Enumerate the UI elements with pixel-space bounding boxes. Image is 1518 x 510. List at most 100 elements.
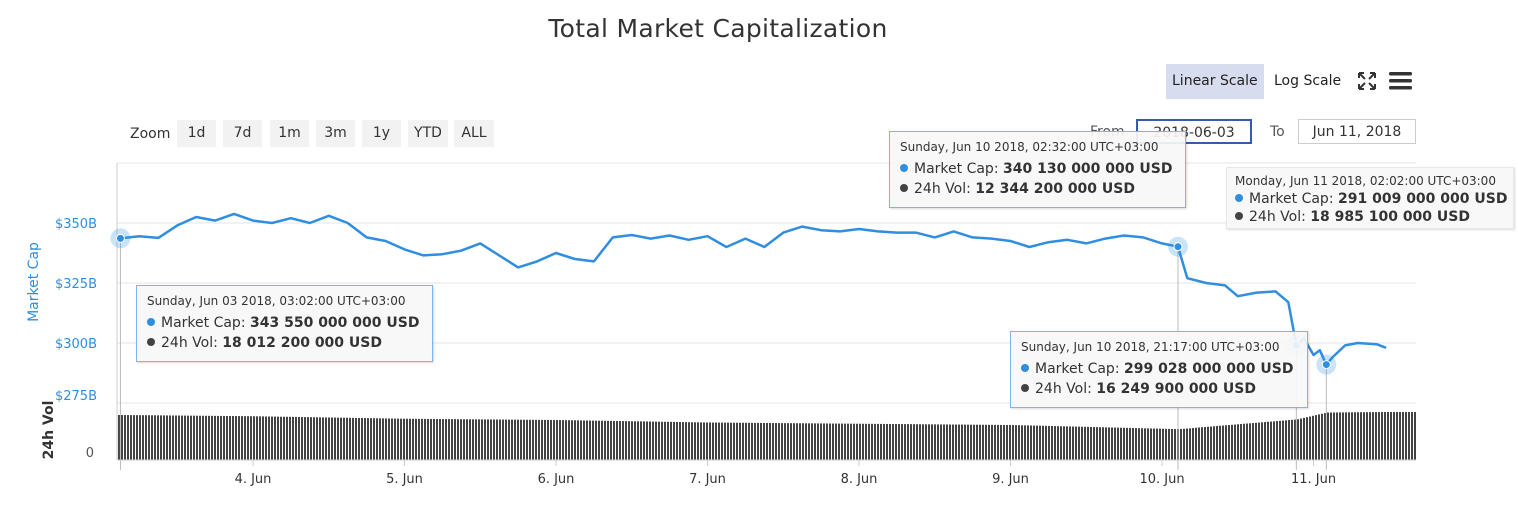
volume-bar [910,424,912,460]
volume-bar [1411,412,1413,460]
volume-bar [1012,425,1014,460]
volume-bar [454,419,456,460]
volume-bar [439,419,441,460]
volume-bar [1213,426,1215,460]
volume-bar [1003,424,1005,460]
volume-bar [706,422,708,460]
volume-bar [214,415,216,460]
volume-bar [208,415,210,460]
volume-bar [700,422,702,460]
volume-bar [322,417,324,460]
volume-bar [1291,419,1293,460]
volume-bar [1303,417,1305,460]
zoom-all-button[interactable]: ALL [454,120,494,147]
volume-bar [1135,428,1137,460]
volume-bar [217,415,219,460]
volume-bar [289,416,291,460]
volume-bar [421,418,423,460]
volume-bar [835,423,837,460]
volume-bar [757,422,759,460]
zoom-3m-button[interactable]: 3m [316,120,355,147]
volume-bar [1354,412,1356,460]
volume-bar [403,418,405,460]
volume-bar [1138,428,1140,460]
zoom-7d-button[interactable]: 7d [223,120,262,147]
volume-bar [238,416,240,460]
volume-bar [475,419,477,460]
volume-bar [778,423,780,460]
hamburger-menu-icon[interactable] [1388,70,1414,92]
volume-bar [505,419,507,460]
volume-bar [928,424,930,460]
volume-bar [991,424,993,460]
volume-bar [1075,426,1077,460]
zoom-1d-button[interactable]: 1d [177,120,216,147]
volume-bar [1261,422,1263,460]
volume-bar [1249,423,1251,460]
volume-bar [889,423,891,460]
volume-bar [373,418,375,460]
volume-bar [976,424,978,460]
to-date-input[interactable]: Jun 11, 2018 [1298,119,1416,144]
volume-bar [499,419,501,460]
volume-bar [1252,423,1254,460]
volume-bar [1402,412,1404,460]
volume-bar [622,421,624,460]
fullscreen-icon[interactable] [1356,70,1378,92]
volume-bar [1222,425,1224,460]
log-scale-button[interactable]: Log Scale [1274,73,1342,89]
volume-bar [1024,425,1026,460]
volume-bar [310,417,312,460]
volume-bar [1111,427,1113,460]
volume-bar [184,415,186,460]
zoom-ytd-button[interactable]: YTD [408,120,448,147]
y-tick-label: $300B [55,337,97,352]
volume-bar [1369,412,1371,460]
volume-bar [1237,424,1239,460]
volume-bar [796,423,798,460]
zoom-1y-button[interactable]: 1y [362,120,401,147]
volume-bar [1192,427,1194,460]
volume-bar [1129,427,1131,460]
volume-bar [586,420,588,460]
volume-bar [304,417,306,460]
volume-bar [145,415,147,460]
volume-bar [1081,426,1083,460]
volume-bar [460,419,462,460]
volume-bar [925,424,927,460]
volume-bar [883,423,885,460]
x-tick-label: 4. Jun [235,472,272,487]
volume-bar [523,419,525,460]
volume-bar [1318,414,1320,460]
volume-bar [922,424,924,460]
tooltip-jun10-2117: Sunday, Jun 10 2018, 21:17:00 UTC+03:00 … [1010,331,1308,408]
linear-scale-button[interactable]: Linear Scale [1166,64,1264,99]
volume-bar [751,422,753,460]
tooltip-cap-label: Market Cap: [1035,361,1120,377]
volume-bar [169,415,171,460]
volume-bar [949,424,951,460]
market-cap-dot-icon [900,164,908,172]
volume-bar [814,423,816,460]
volume-bar [1198,427,1200,460]
volume-bar [763,422,765,460]
volume-bar [1330,412,1332,460]
volume-bar [487,419,489,460]
volume-bar [1033,425,1035,460]
volume-bar [247,416,249,460]
volume-bar [256,416,258,460]
volume-bar [1186,428,1188,460]
market-cap-line [120,212,1387,366]
x-tick-label: 11. Jun [1291,472,1336,487]
volume-bar [1243,423,1245,460]
volume-bar [529,419,531,460]
volume-bar [406,418,408,460]
volume-bar [1087,426,1089,460]
volume-bar [307,417,309,460]
x-tick-label: 9. Jun [992,472,1029,487]
volume-bar [394,418,396,460]
zoom-1m-button[interactable]: 1m [270,120,309,147]
volume-bar [496,419,498,460]
volume-bar [1141,428,1143,460]
